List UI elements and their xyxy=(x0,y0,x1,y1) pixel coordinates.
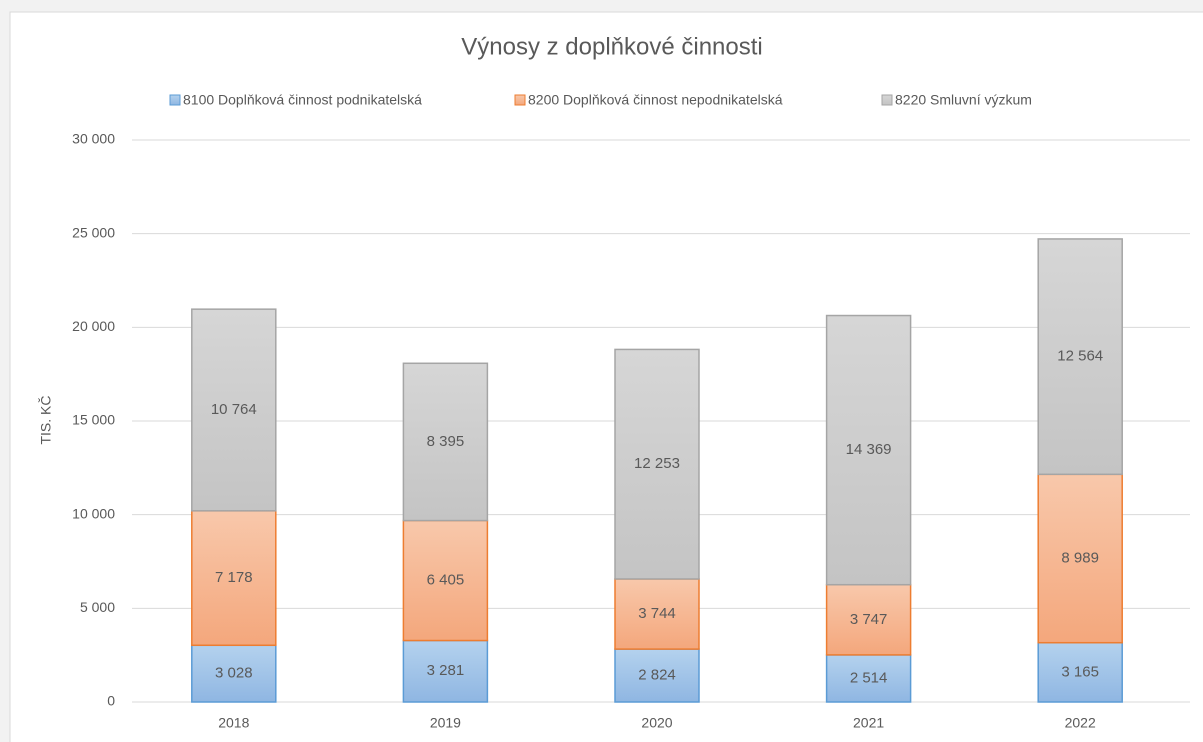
bar-segment xyxy=(402,639,489,703)
value-label: 14 369 xyxy=(846,441,892,458)
y-tick-label: 15 000 xyxy=(72,412,115,428)
value-label: 8 395 xyxy=(427,433,465,450)
bar-segment xyxy=(1037,473,1123,644)
value-label: 10 764 xyxy=(211,401,257,418)
bar-segment xyxy=(191,308,277,512)
legend-swatch xyxy=(514,94,526,106)
y-tick-label: 10 000 xyxy=(72,505,115,521)
chart-area xyxy=(9,11,1203,742)
value-label: 3 165 xyxy=(1061,663,1099,680)
value-label: 8 989 xyxy=(1061,549,1099,566)
x-tick-label: 2019 xyxy=(430,715,461,731)
value-label: 7 178 xyxy=(215,569,253,586)
value-label: 3 281 xyxy=(427,662,465,679)
bar-segment xyxy=(614,578,700,650)
chart-title: Výnosy z doplňkové činnosti xyxy=(461,33,763,60)
value-label: 3 744 xyxy=(638,605,676,622)
bar-segment xyxy=(402,519,489,642)
x-tick-label: 2018 xyxy=(218,715,249,731)
legend-swatch xyxy=(881,94,893,106)
y-tick-label: 25 000 xyxy=(72,224,115,240)
bar-segment xyxy=(825,583,912,656)
value-label: 12 253 xyxy=(634,455,680,472)
y-tick-label: 30 000 xyxy=(72,131,115,147)
y-axis-label: TIS. KČ xyxy=(38,395,54,444)
legend-swatch xyxy=(169,94,181,106)
value-label: 3 747 xyxy=(850,611,888,628)
bar-segment xyxy=(1037,238,1123,476)
value-label: 12 564 xyxy=(1057,348,1103,365)
value-label: 2 824 xyxy=(638,667,676,684)
legend-label: 8220 Smluvní výzkum xyxy=(895,92,1032,108)
value-label: 6 405 xyxy=(427,572,465,589)
value-label: 2 514 xyxy=(850,669,888,686)
x-tick-label: 2022 xyxy=(1065,715,1096,731)
y-tick-label: 20 000 xyxy=(72,318,115,334)
x-tick-label: 2020 xyxy=(641,715,672,731)
x-tick-label: 2021 xyxy=(853,715,884,731)
bar-segment xyxy=(1037,641,1123,703)
y-tick-label: 0 xyxy=(107,693,115,709)
bar-segment xyxy=(825,314,912,586)
legend-label: 8200 Doplňková činnost nepodnikatelská xyxy=(528,92,783,108)
value-label: 3 028 xyxy=(215,665,253,682)
bar-segment xyxy=(402,362,489,522)
bar-segment xyxy=(191,644,277,703)
bar-segment xyxy=(825,654,912,703)
legend-label: 8100 Doplňková činnost podnikatelská xyxy=(183,92,422,108)
bar-segment xyxy=(191,510,277,647)
bar-segment xyxy=(614,648,700,703)
bar-segment xyxy=(614,348,700,580)
y-tick-label: 5 000 xyxy=(80,599,115,615)
